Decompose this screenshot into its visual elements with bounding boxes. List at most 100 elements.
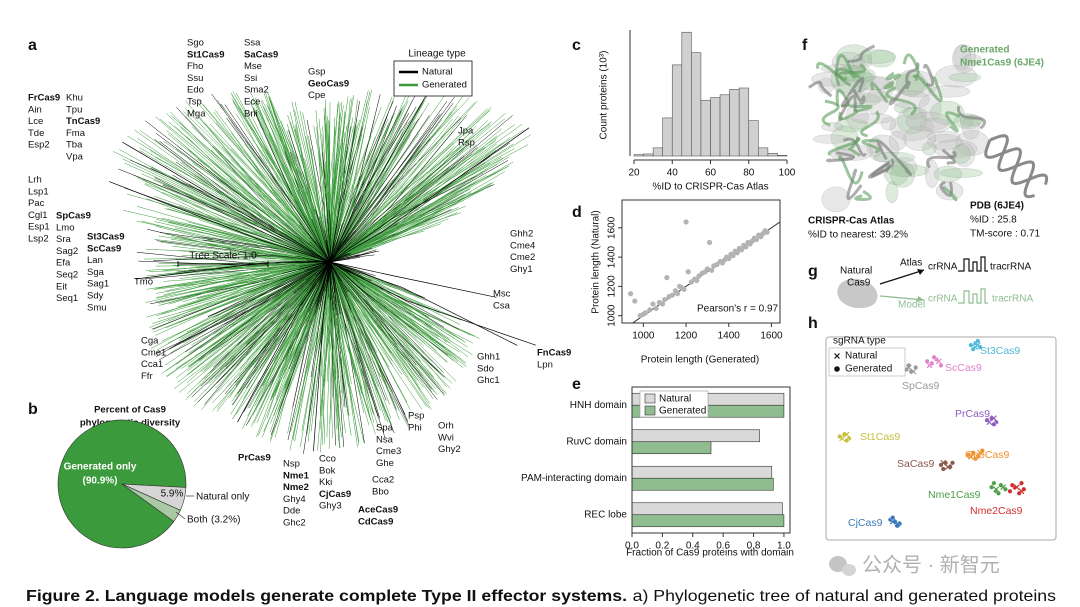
- tree-branch: [306, 261, 331, 281]
- tree-branch: [189, 261, 331, 292]
- tree-branch: [329, 254, 375, 263]
- scatter-point: [669, 292, 675, 298]
- scatter-point: [662, 296, 668, 303]
- leaf-label: Ghc2: [283, 518, 306, 529]
- rna-squiggle: [958, 288, 988, 304]
- generated-point: [940, 466, 946, 472]
- generated-point: [1009, 482, 1015, 488]
- legend-label: Generated: [845, 364, 892, 375]
- structure-shape: [838, 155, 864, 185]
- leaf-label: Psp: [408, 411, 424, 422]
- leaf-label: CdCas9: [358, 516, 393, 527]
- structure-shape: [927, 133, 963, 150]
- tree-branch: [252, 261, 331, 416]
- y-tick-label: PAM-interacting domain: [521, 473, 627, 484]
- leaf-label: Msc: [493, 289, 511, 300]
- tree-branch: [329, 224, 341, 263]
- x-tick-label: 0.4: [686, 541, 700, 552]
- tree-branch: [154, 221, 331, 263]
- structure-shape: [919, 117, 951, 133]
- tree-branch: [141, 173, 331, 263]
- leaf-label: SpCas9: [56, 211, 91, 222]
- natural-point: [843, 431, 850, 438]
- leaf-label: Ece: [244, 97, 260, 108]
- caption: Figure 2. Language models generate compl…: [26, 588, 1056, 605]
- natural-point: [926, 362, 933, 369]
- natural-point: [905, 364, 912, 371]
- x-tick-label: 0.2: [655, 541, 669, 552]
- structure-shape: [953, 43, 972, 71]
- structure-shape: [870, 81, 889, 103]
- tree-branch: [146, 261, 331, 290]
- tree-branch: [327, 218, 331, 263]
- diagram-label: Natural: [840, 266, 872, 277]
- x-tick-label: 60: [705, 168, 717, 179]
- hist-bar: [671, 64, 683, 157]
- scatter-point: [726, 255, 732, 262]
- tree-branch: [172, 261, 331, 270]
- leaf-label: Ghy4: [283, 494, 306, 505]
- leaf-label: Ssu: [187, 73, 203, 84]
- tree-branch: [118, 168, 331, 263]
- structure-shape: [876, 139, 913, 176]
- tree-branch: [264, 109, 331, 263]
- tree-branch: [329, 172, 484, 263]
- hist-bar: [777, 155, 788, 157]
- leaf-label: Cme1: [141, 347, 166, 358]
- scatter-point: [647, 307, 653, 313]
- leaf-label: Nsp: [283, 459, 300, 470]
- scatter-point: [681, 286, 687, 292]
- structure-shape: [926, 130, 961, 143]
- tree-branch: [162, 259, 331, 271]
- tree-branch: [166, 130, 331, 263]
- leaf-label: Ain: [28, 104, 42, 115]
- leaf-label: St3Cas9: [87, 232, 125, 243]
- tree-branch: [299, 221, 331, 263]
- leaf-label: Mga: [187, 108, 206, 119]
- tree-branch: [220, 103, 331, 263]
- panel-label: h: [808, 315, 818, 332]
- tree-branch: [269, 261, 331, 440]
- tree-branch: [329, 156, 510, 263]
- panel-label: f: [802, 37, 808, 54]
- tree-branch: [329, 261, 365, 414]
- structure-shape: [880, 116, 897, 131]
- natural-point: [1018, 488, 1025, 495]
- leaf-label: Sma2: [244, 85, 269, 96]
- hist-bar: [643, 153, 654, 157]
- tree-branch: [329, 261, 377, 412]
- leaf-label: Bbo: [372, 486, 389, 497]
- structure-shape: [846, 168, 863, 201]
- tree-branch: [162, 184, 331, 263]
- structure-label: %ID : 25.8: [970, 215, 1017, 226]
- x-tick-label: 20: [628, 168, 640, 179]
- x-tick-label: 0.6: [716, 541, 730, 552]
- generated-point: [844, 438, 850, 444]
- tree-branch: [329, 229, 357, 263]
- tree-branch: [329, 261, 448, 362]
- structure-shape: [918, 94, 942, 122]
- natural-point: [944, 463, 951, 470]
- tree-branch: [329, 261, 427, 301]
- structure-shape: [933, 165, 963, 183]
- structure-shape: [851, 113, 894, 124]
- natural-point: [977, 449, 984, 456]
- x-tick-label: 1.0: [777, 541, 791, 552]
- leaf-label: Cco: [319, 454, 336, 465]
- tree-branch: [329, 261, 373, 413]
- leaf-label: Cca2: [372, 475, 394, 486]
- slice-value: 5.9%: [161, 489, 184, 500]
- structure-shape: [860, 110, 880, 138]
- legend-box: [828, 347, 906, 377]
- tree-branch: [329, 261, 359, 304]
- tree-branch: [266, 261, 331, 419]
- natural-point: [910, 368, 917, 375]
- structure-label: PDB (6JE4): [970, 201, 1024, 212]
- tree-branch: [139, 147, 331, 263]
- hist-bar: [662, 117, 673, 157]
- model-arrow: [879, 295, 925, 301]
- scatter-point: [674, 291, 681, 297]
- structure-shape: [852, 89, 866, 105]
- structure-label: TM-score : 0.71: [970, 229, 1040, 240]
- tree-branch: [329, 92, 418, 263]
